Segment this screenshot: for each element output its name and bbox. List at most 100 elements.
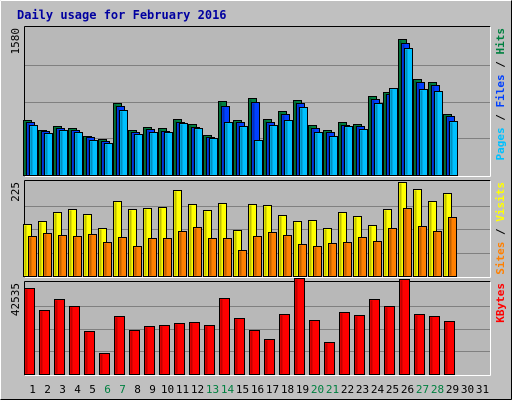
bar-pages-day-27	[419, 89, 428, 176]
legend-entry: Hits	[494, 28, 507, 55]
bar-sites-day-2	[43, 233, 52, 277]
bar-kbytes-day-23	[354, 315, 365, 375]
bar-pages-day-4	[74, 132, 83, 176]
bar-shade	[254, 237, 257, 276]
x-tick-label: 12	[191, 383, 204, 396]
bar-pages-day-20	[314, 132, 323, 176]
bar-shade	[204, 211, 207, 276]
bar-shade	[160, 326, 163, 374]
bar-sites-day-14	[223, 238, 232, 277]
bar-pages-day-9	[149, 132, 158, 176]
bar-sites-day-28	[433, 231, 442, 277]
bar-shade	[299, 245, 302, 276]
bar-shade	[39, 222, 42, 276]
bar-sites-day-9	[148, 238, 157, 277]
bar-kbytes-day-7	[114, 316, 125, 375]
bar-shade	[24, 225, 27, 276]
bar-shade	[419, 227, 422, 276]
bar-shade	[309, 221, 312, 276]
bar-shade	[237, 123, 240, 175]
x-tick-label: 4	[74, 383, 81, 396]
x-tick-label: 30	[461, 383, 474, 396]
bar-shade	[180, 124, 183, 175]
bar-shade	[340, 313, 343, 374]
bar-shade	[384, 93, 387, 175]
bar-pages-day-24	[374, 103, 383, 176]
x-tick-label: 24	[371, 383, 385, 396]
panel-legend: Pages / Files / Hits	[494, 28, 507, 161]
bar-shade	[192, 128, 195, 175]
bar-shade	[355, 316, 358, 374]
bar-kbytes-day-24	[369, 299, 380, 375]
x-tick-label: 11	[176, 383, 189, 396]
bar-shade	[354, 125, 357, 175]
bar-pages-day-12	[194, 128, 203, 176]
chart-panels: 1580 Pages / Files / Hits 225 Sites / Visit…	[9, 26, 507, 376]
bar-kbytes-day-18	[279, 314, 290, 375]
bar-pages-day-11	[179, 123, 188, 176]
x-tick-label: 8	[134, 383, 141, 396]
bar-kbytes-day-20	[309, 320, 320, 375]
bar-shade	[132, 133, 135, 175]
bar-shade	[269, 233, 272, 276]
bar-shade	[219, 102, 222, 175]
series-kbytes	[24, 278, 455, 375]
bar-shade	[414, 190, 417, 276]
bar-shade	[24, 121, 27, 175]
bar-shade	[207, 138, 210, 175]
x-tick-label: 14	[221, 383, 235, 396]
bar-shade	[264, 120, 267, 175]
bar-pages-day-2	[44, 133, 53, 176]
bar-kbytes-day-25	[384, 306, 395, 375]
bar-shade	[57, 129, 60, 175]
bar-shade	[120, 111, 123, 175]
legend-entry: Visits	[494, 182, 507, 222]
bar-sites-day-5	[88, 234, 97, 277]
panel-hits-files-pages: 1580 Pages / Files / Hits	[9, 26, 507, 177]
bar-kbytes-day-3	[54, 299, 65, 375]
bar-kbytes-day-21	[324, 342, 335, 375]
bar-sites-day-24	[373, 241, 382, 277]
y-max-label: 225	[9, 182, 22, 202]
bar-sites-day-21	[328, 243, 337, 277]
x-tick-label: 10	[161, 383, 174, 396]
bar-shade	[444, 115, 447, 175]
bar-shade	[162, 132, 165, 175]
bar-pages-day-10	[164, 132, 173, 176]
series-visits	[23, 182, 452, 277]
bar-kbytes-day-10	[159, 325, 170, 375]
bar-shade	[329, 244, 332, 276]
bar-shade	[389, 229, 392, 276]
bar-pages-day-14	[224, 122, 233, 176]
bar-shade	[250, 331, 253, 374]
legend-entry: /	[494, 222, 507, 242]
bar-shade	[150, 133, 153, 175]
panel-visits-sites: 225 Sites / Visits	[9, 180, 507, 278]
bar-shade	[450, 122, 453, 175]
bar-shade	[342, 126, 345, 175]
y-max-label: 1580	[9, 28, 22, 55]
bar-kbytes-day-1	[24, 288, 35, 375]
bar-shade	[220, 299, 223, 374]
bar-sites-day-19	[298, 244, 307, 277]
bar-sites-day-11	[178, 231, 187, 277]
legend-entry: KBytes	[494, 283, 507, 323]
bar-shade	[100, 354, 103, 374]
bar-shade	[159, 129, 162, 175]
bar-sites-day-29	[448, 217, 457, 277]
bar-shade	[415, 315, 418, 374]
bar-shade	[234, 121, 237, 175]
bar-shade	[279, 216, 282, 276]
bar-shade	[39, 131, 42, 175]
bar-pages-day-29	[449, 121, 458, 176]
bar-shade	[384, 210, 387, 276]
bar-shade	[234, 231, 237, 276]
series-sites	[28, 208, 457, 277]
bar-kbytes-day-12	[189, 322, 200, 375]
bar-shade	[189, 205, 192, 276]
bar-sites-day-4	[73, 236, 82, 277]
bar-kbytes-day-13	[204, 325, 215, 375]
bar-shade	[295, 279, 298, 374]
bar-shade	[195, 129, 198, 175]
bar-pages-day-1	[29, 125, 38, 176]
